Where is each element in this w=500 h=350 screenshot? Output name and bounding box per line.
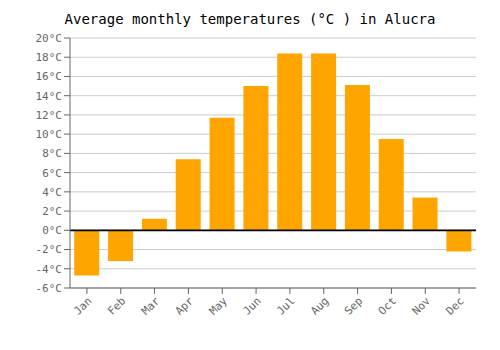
- svg-text:Aug: Aug: [308, 294, 331, 317]
- svg-text:Jun: Jun: [240, 294, 263, 317]
- svg-text:Jul: Jul: [274, 294, 297, 317]
- svg-text:8°C: 8°C: [42, 147, 62, 160]
- svg-text:0°C: 0°C: [42, 224, 62, 237]
- svg-text:-4°C: -4°C: [36, 263, 63, 276]
- svg-text:Jan: Jan: [71, 294, 94, 317]
- svg-text:4°C: 4°C: [42, 186, 62, 199]
- svg-text:16°C: 16°C: [36, 70, 63, 83]
- svg-text:May: May: [207, 294, 231, 318]
- svg-text:Apr: Apr: [173, 294, 197, 318]
- svg-text:Nov: Nov: [410, 294, 434, 318]
- svg-text:Feb: Feb: [105, 294, 128, 317]
- svg-text:20°C: 20°C: [36, 32, 63, 45]
- svg-text:6°C: 6°C: [42, 167, 62, 180]
- svg-text:-6°C: -6°C: [36, 282, 63, 295]
- svg-text:Sep: Sep: [342, 294, 365, 317]
- svg-text:12°C: 12°C: [36, 109, 63, 122]
- html-text:Average monthly temperatures (: Average monthly temperatures (°C ) in Al…: [64, 11, 436, 27]
- svg-text:-2°C: -2°C: [36, 243, 63, 256]
- svg-text:10°C: 10°C: [36, 128, 63, 141]
- svg-text:18°C: 18°C: [36, 51, 63, 64]
- svg-text:Oct: Oct: [376, 294, 399, 317]
- svg-text:Mar: Mar: [139, 294, 163, 318]
- svg-text:Dec: Dec: [443, 294, 466, 317]
- svg-text:2°C: 2°C: [42, 205, 62, 218]
- svg-text:14°C: 14°C: [36, 90, 63, 103]
